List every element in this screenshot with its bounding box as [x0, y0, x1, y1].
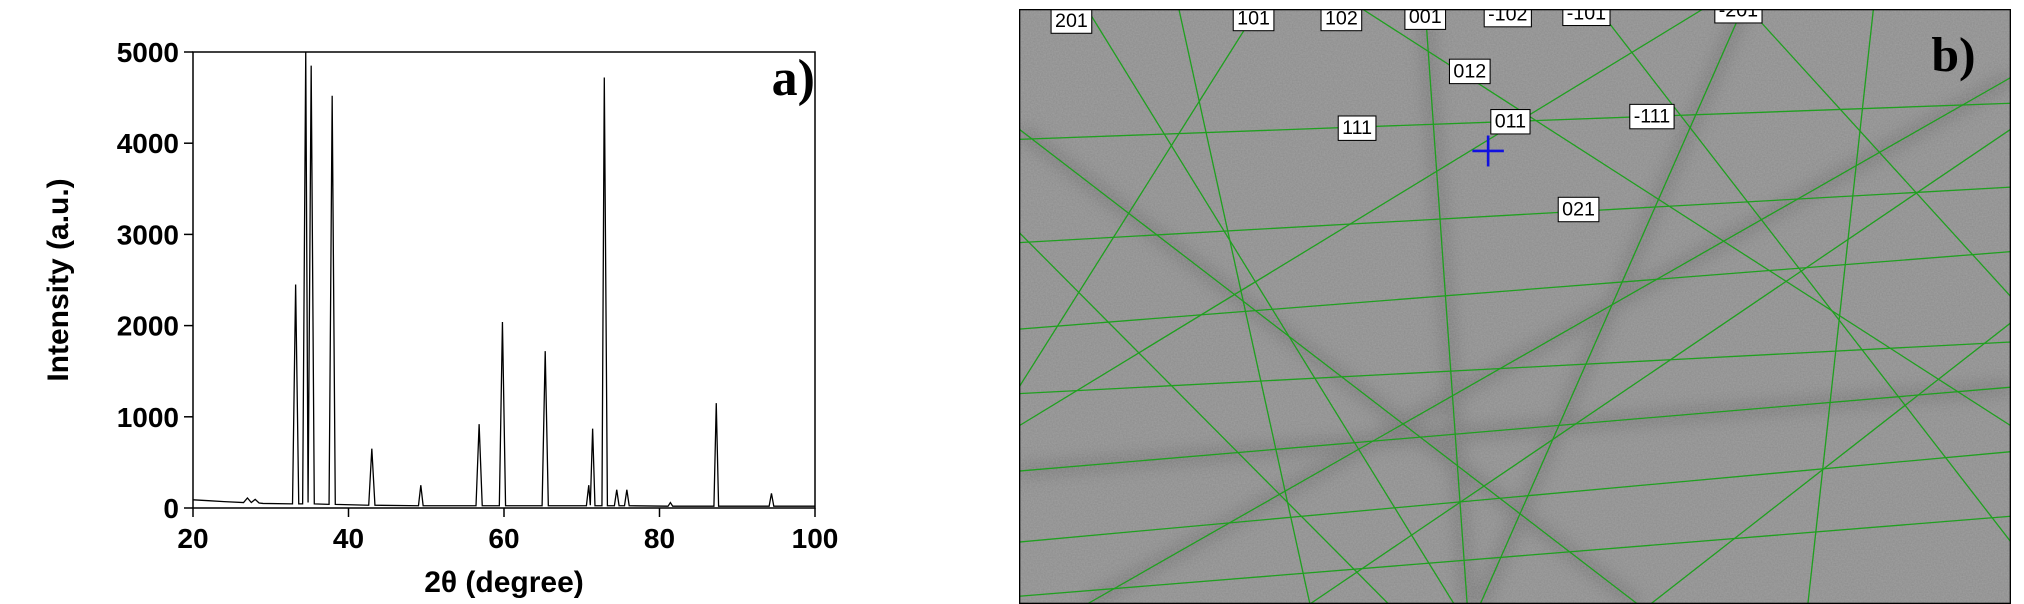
zone-axis-label: 111 [1342, 117, 1372, 139]
x-tick-label: 80 [644, 523, 675, 554]
label-box [1050, 9, 1093, 34]
kikuchi-line [1019, 386, 2011, 472]
kikuchi-line [1019, 9, 1259, 388]
label-box [1448, 58, 1491, 85]
label-box [1337, 115, 1377, 141]
xrd-line [192, 51, 815, 507]
kikuchi-line [1019, 9, 1704, 427]
y-tick-label: 5000 [117, 37, 179, 68]
kikuchi-line [1748, 9, 2011, 298]
x-tick-label: 20 [177, 523, 208, 554]
kikuchi-line [1019, 451, 2011, 543]
kikuchi-line [1086, 9, 1455, 604]
kikuchi-line [1178, 9, 1311, 604]
zone-axis-label: 001 [1409, 6, 1442, 28]
zone-axis-label: -111 [1634, 106, 1670, 128]
ebsd-panel: 201 101 102 001 -102 -101 -201 012 111 011 -111 021… [1019, 0, 2011, 604]
pattern-noise [1019, 9, 2011, 604]
zone-axis-label: -102 [1488, 4, 1527, 26]
label-box [1714, 9, 1763, 24]
zone-axis-label: 012 [1453, 60, 1486, 82]
zone-axis-label: 011 [1495, 111, 1526, 133]
kikuchi-line [1019, 186, 2011, 244]
label-box [1629, 103, 1675, 130]
kikuchi-line [1424, 9, 1468, 604]
kikuchi-line [1309, 128, 2011, 604]
kikuchi-line [1597, 9, 2011, 543]
label-box [1562, 9, 1611, 27]
kikuchi-line [1019, 515, 2011, 597]
zone-axis-label: 101 [1237, 8, 1270, 30]
y-tick-label: 0 [163, 493, 179, 524]
y-axis-title: Intensity (a.u.) [42, 178, 75, 381]
panel-label: b) [1931, 27, 1975, 82]
kikuchi-line [1807, 9, 1875, 604]
x-tick-label: 60 [488, 523, 519, 554]
x-axis-title: 2θ (degree) [424, 566, 584, 599]
label-box [1490, 109, 1531, 135]
panel-label: a) [772, 50, 815, 107]
label-box [1232, 9, 1275, 32]
zone-axis-label: 201 [1055, 10, 1088, 32]
zone-axis-label: 102 [1325, 8, 1358, 30]
label-box [1483, 9, 1532, 28]
y-tick-label: 2000 [117, 311, 179, 342]
y-tick-label: 4000 [117, 128, 179, 159]
kikuchi-line [1650, 322, 2011, 604]
zone-axis-label: 021 [1562, 199, 1595, 221]
y-tick-label: 1000 [117, 402, 179, 433]
kikuchi-line [1019, 128, 1638, 604]
kikuchi-line [1086, 76, 2011, 604]
x-tick-label: 100 [792, 523, 839, 554]
zone-axis-label: -101 [1567, 2, 1606, 24]
x-tick-label: 40 [333, 523, 364, 554]
y-tick-label: 3000 [117, 219, 179, 250]
kikuchi-line [1019, 231, 1390, 604]
kikuchi-line [1019, 341, 2011, 395]
pattern-center [1472, 135, 1504, 167]
zone-axis-label: -201 [1719, 0, 1758, 22]
kikuchi-line [1479, 9, 1743, 604]
label-box [1557, 196, 1600, 223]
label-box [1404, 9, 1447, 30]
label-box [1320, 9, 1363, 32]
